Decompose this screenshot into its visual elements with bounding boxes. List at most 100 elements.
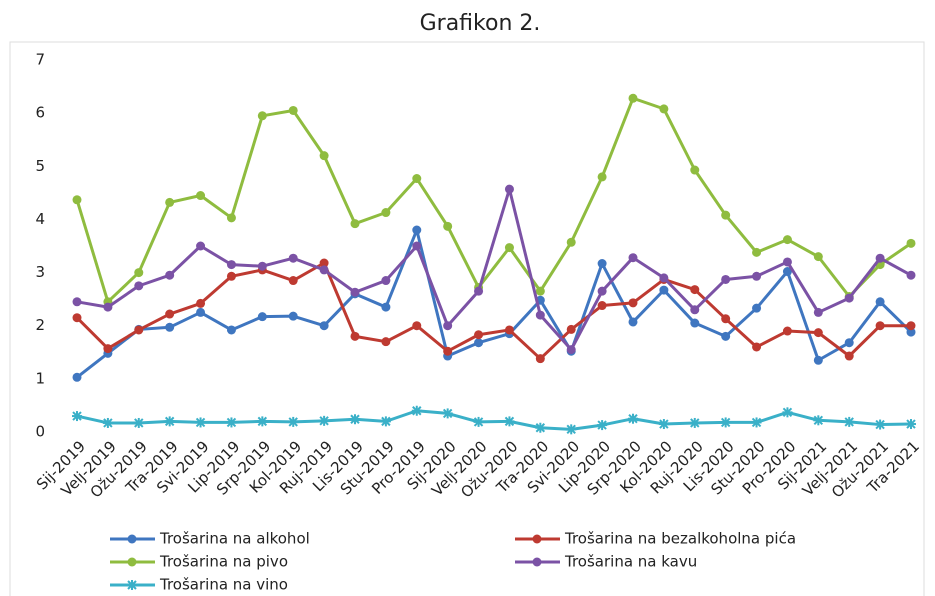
- marker: [226, 417, 237, 428]
- marker: [906, 270, 916, 280]
- marker: [690, 285, 700, 295]
- marker: [103, 302, 113, 312]
- legend-marker: [532, 557, 542, 567]
- marker: [443, 221, 453, 231]
- marker: [844, 416, 855, 427]
- marker: [628, 253, 638, 263]
- marker: [165, 322, 175, 332]
- marker: [597, 301, 607, 311]
- marker: [350, 331, 360, 341]
- legend-label: Trošarina na kavu: [564, 553, 697, 571]
- marker: [875, 297, 885, 307]
- marker: [134, 325, 144, 335]
- marker: [659, 104, 669, 114]
- marker: [443, 321, 453, 331]
- marker: [782, 267, 792, 277]
- marker: [72, 411, 82, 422]
- marker: [906, 327, 916, 337]
- marker: [535, 310, 545, 320]
- legend-marker: [127, 534, 137, 544]
- marker: [412, 174, 422, 184]
- marker: [257, 111, 267, 121]
- marker: [134, 281, 144, 291]
- y-tick-label: 3: [35, 263, 45, 281]
- y-tick-label: 6: [35, 104, 45, 122]
- marker: [381, 276, 391, 286]
- marker: [411, 405, 422, 416]
- series-line: [76, 409, 912, 431]
- marker: [412, 225, 422, 235]
- marker: [844, 338, 854, 348]
- marker: [350, 219, 360, 229]
- marker: [566, 237, 576, 247]
- marker: [474, 286, 484, 296]
- marker: [689, 417, 700, 428]
- marker: [226, 260, 236, 270]
- marker: [782, 257, 792, 267]
- marker: [72, 372, 82, 382]
- marker: [752, 303, 762, 313]
- marker: [319, 258, 329, 268]
- y-tick-label: 2: [35, 316, 45, 334]
- marker: [504, 243, 514, 253]
- marker: [380, 416, 391, 427]
- marker: [165, 309, 175, 319]
- marker: [319, 265, 329, 275]
- marker: [844, 293, 854, 303]
- legend-label: Trošarina na pivo: [159, 553, 288, 571]
- marker: [195, 417, 206, 428]
- y-tick-label: 0: [35, 423, 45, 441]
- marker: [319, 321, 329, 331]
- marker: [257, 312, 267, 322]
- marker: [412, 321, 422, 331]
- marker: [288, 105, 298, 115]
- marker: [442, 408, 453, 419]
- marker: [751, 417, 762, 428]
- legend-marker: [127, 580, 137, 590]
- marker: [875, 419, 886, 430]
- legend-label: Trošarina na alkohol: [159, 530, 310, 548]
- marker: [906, 419, 916, 430]
- y-tick-label: 5: [35, 157, 45, 175]
- marker: [721, 314, 731, 324]
- marker: [566, 324, 576, 334]
- marker: [474, 338, 484, 348]
- marker: [813, 252, 823, 262]
- marker: [721, 274, 731, 284]
- marker: [690, 165, 700, 175]
- marker: [690, 318, 700, 328]
- marker: [319, 151, 329, 161]
- marker: [782, 326, 792, 336]
- marker: [906, 238, 916, 248]
- marker: [196, 191, 206, 201]
- marker: [319, 415, 330, 426]
- y-tick-label: 7: [35, 51, 45, 69]
- marker: [597, 172, 607, 182]
- marker: [720, 417, 731, 428]
- marker: [658, 419, 669, 430]
- marker: [504, 184, 514, 194]
- marker: [257, 261, 267, 271]
- marker: [473, 416, 484, 427]
- marker: [474, 330, 484, 340]
- marker: [165, 197, 175, 207]
- marker: [134, 268, 144, 278]
- marker: [752, 342, 762, 352]
- marker: [381, 302, 391, 312]
- marker: [381, 337, 391, 347]
- marker: [721, 210, 731, 220]
- marker: [196, 307, 206, 317]
- marker: [566, 424, 577, 435]
- marker: [226, 325, 236, 335]
- marker: [813, 328, 823, 338]
- marker: [196, 241, 206, 251]
- marker: [535, 422, 546, 433]
- marker: [906, 321, 916, 331]
- legend-marker: [127, 557, 137, 567]
- marker: [628, 413, 638, 424]
- marker: [875, 253, 885, 263]
- marker: [164, 416, 175, 427]
- marker: [350, 287, 360, 297]
- marker: [288, 311, 298, 321]
- marker: [102, 417, 113, 428]
